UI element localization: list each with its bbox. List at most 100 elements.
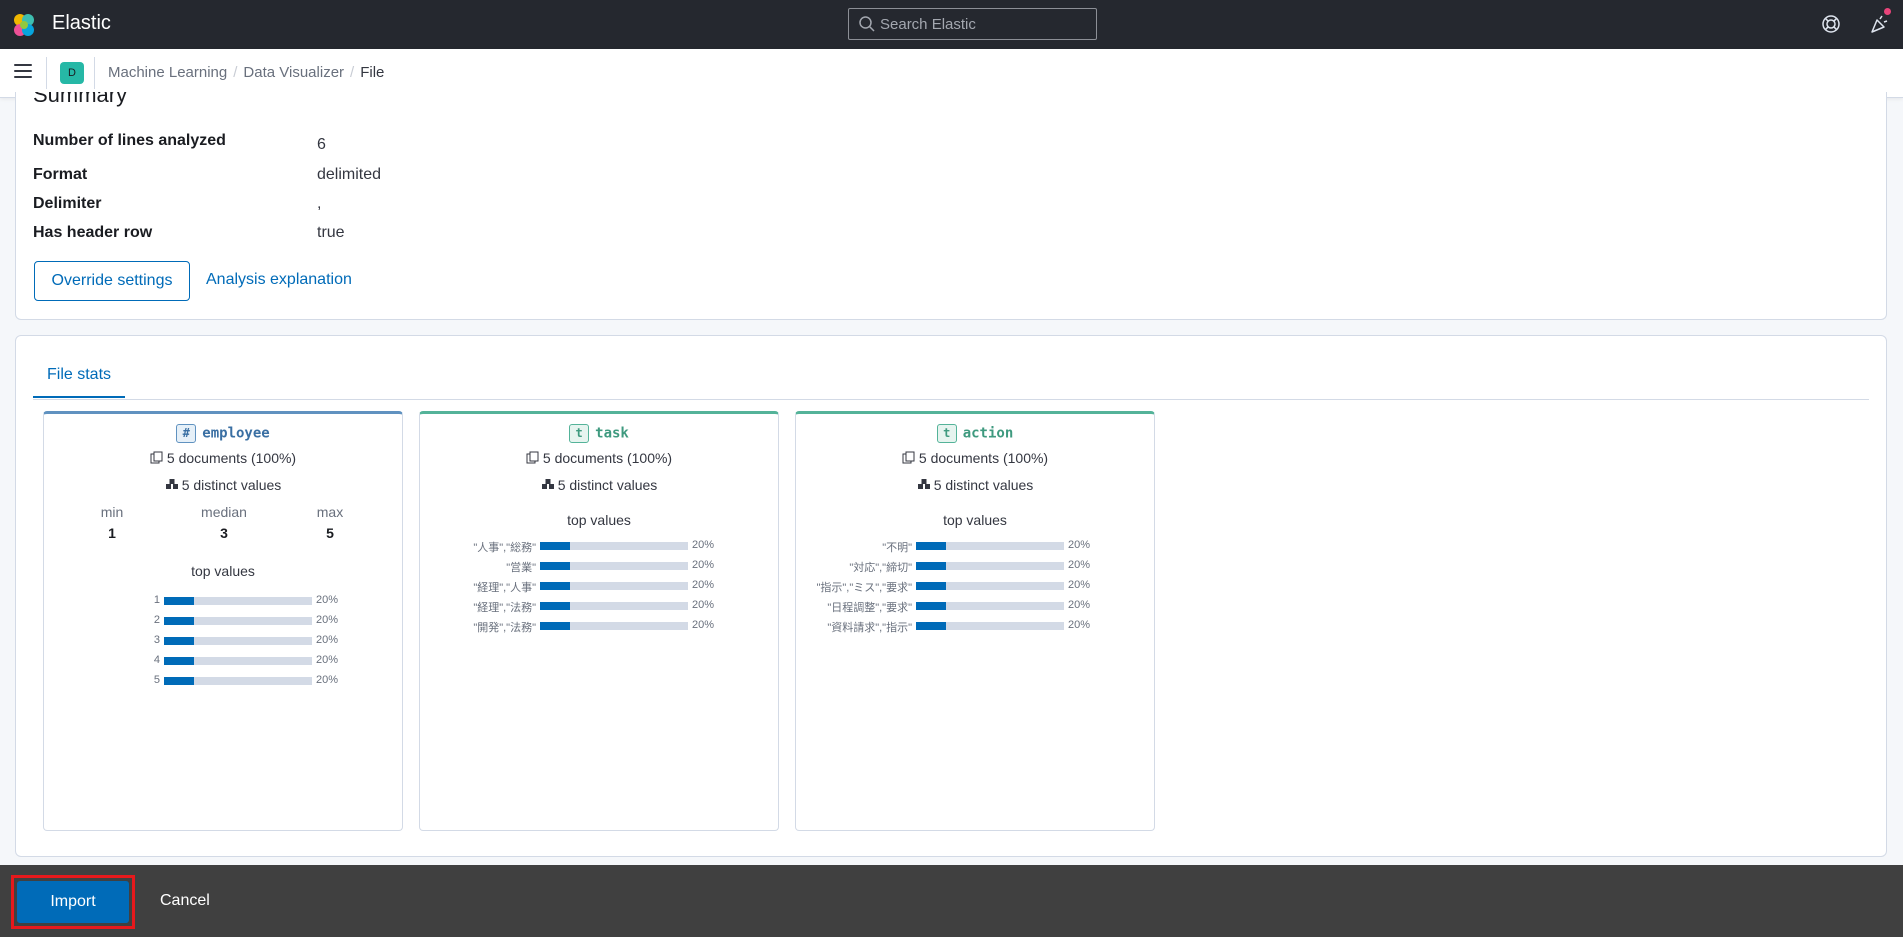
- top-value-label: 4: [153, 654, 160, 666]
- bottom-action-bar: Import Cancel: [0, 865, 1903, 937]
- brand-name[interactable]: Elastic: [52, 12, 111, 34]
- cancel-button[interactable]: Cancel: [160, 892, 210, 909]
- field-name: t action: [796, 424, 1154, 443]
- top-value-bar: [164, 677, 312, 685]
- top-value-label: "対応","締切": [849, 562, 912, 574]
- field-card-task: t task 5 documents (100%) 5 distinct valu…: [419, 411, 779, 831]
- top-value-bar-fill: [916, 542, 946, 550]
- top-value-bar: [916, 562, 1064, 570]
- top-values-title: top values: [943, 512, 1007, 528]
- top-value-row: "開発","法務" 20%: [420, 618, 780, 634]
- top-value-label: "不明": [882, 542, 912, 554]
- top-value-bar: [540, 542, 688, 550]
- top-values-title: top values: [191, 563, 255, 579]
- top-value-percent: 20%: [316, 634, 339, 646]
- stat-min: min 1: [82, 504, 142, 541]
- documents-icon: [902, 451, 915, 464]
- document-count-text: 5 documents (100%): [918, 450, 1049, 466]
- top-value-bar: [540, 602, 688, 610]
- breadcrumb-file: File: [360, 64, 385, 81]
- distinct-values-icon: [917, 479, 930, 489]
- top-value-percent: 20%: [1068, 579, 1091, 591]
- top-value-row: 2 20%: [44, 613, 404, 629]
- top-value-row: "経理","法務" 20%: [420, 598, 780, 614]
- top-value-percent: 20%: [316, 654, 339, 666]
- analysis-explanation-link[interactable]: Analysis explanation: [206, 271, 352, 288]
- search-icon: [859, 16, 875, 32]
- field-name-text: employee: [202, 425, 270, 442]
- top-header: Elastic Search Elastic: [0, 0, 1903, 49]
- override-settings-button[interactable]: Override settings: [34, 261, 190, 301]
- space-avatar[interactable]: D: [60, 62, 84, 84]
- top-value-bar-fill: [540, 542, 570, 550]
- top-value-bar: [916, 542, 1064, 550]
- document-count-text: 5 documents (100%): [542, 450, 673, 466]
- top-value-label: "人事","総務": [473, 542, 536, 554]
- distinct-count-text: 5 distinct values: [557, 477, 658, 493]
- top-value-bar: [540, 562, 688, 570]
- top-value-label: "資料請求","指示": [827, 622, 912, 634]
- stat-label: max: [316, 504, 344, 520]
- top-value-bar: [916, 602, 1064, 610]
- elastic-logo-icon[interactable]: [11, 12, 37, 38]
- top-value-percent: 20%: [692, 559, 715, 571]
- top-value-percent: 20%: [1068, 539, 1091, 551]
- top-value-bar: [916, 582, 1064, 590]
- search-input[interactable]: Search Elastic: [848, 8, 1097, 40]
- stat-value: 3: [220, 525, 228, 541]
- top-value-row: "経理","人事" 20%: [420, 578, 780, 594]
- summary-value: 6: [317, 136, 326, 153]
- top-value-percent: 20%: [316, 674, 339, 686]
- top-value-bar-fill: [164, 677, 194, 685]
- tab-underline: [33, 399, 1869, 400]
- top-value-label: "日程調整","要求": [827, 602, 912, 614]
- distinct-count-text: 5 distinct values: [181, 477, 282, 493]
- top-value-label: 5: [153, 674, 160, 686]
- menu-toggle-icon[interactable]: [14, 64, 32, 80]
- top-value-percent: 20%: [1068, 619, 1091, 631]
- top-value-row: 1 20%: [44, 593, 404, 609]
- help-icon[interactable]: [1820, 13, 1842, 35]
- distinct-count: 5 distinct values: [796, 477, 1154, 493]
- breadcrumb-data-visualizer[interactable]: Data Visualizer: [243, 64, 345, 81]
- highlight-frame: [11, 875, 135, 929]
- top-value-bar-fill: [164, 637, 194, 645]
- field-name-text: task: [595, 425, 629, 442]
- top-value-percent: 20%: [316, 594, 339, 606]
- top-value-bar-fill: [916, 602, 946, 610]
- summary-label: Has header row: [33, 224, 153, 241]
- field-name-text: action: [962, 425, 1014, 442]
- top-value-row: 5 20%: [44, 673, 404, 689]
- distinct-count: 5 distinct values: [420, 477, 778, 493]
- stat-label: median: [201, 504, 247, 520]
- top-value-row: "資料請求","指示" 20%: [796, 618, 1156, 634]
- top-value-bar-fill: [916, 582, 946, 590]
- top-value-bar-fill: [164, 597, 194, 605]
- top-value-row: "不明" 20%: [796, 538, 1156, 554]
- breadcrumb-machine-learning[interactable]: Machine Learning: [108, 64, 228, 81]
- summary-label: Format: [33, 166, 88, 183]
- top-value-bar: [164, 637, 312, 645]
- number-type-icon: #: [176, 424, 197, 443]
- top-value-bar: [164, 657, 312, 665]
- newsfeed-icon[interactable]: [1868, 12, 1892, 36]
- top-value-row: "営業" 20%: [420, 558, 780, 574]
- document-count: 5 documents (100%): [796, 450, 1154, 466]
- document-count: 5 documents (100%): [44, 450, 402, 466]
- top-value-row: "指示","ミス","要求" 20%: [796, 578, 1156, 594]
- field-name: # employee: [44, 424, 402, 443]
- summary-value: ,: [317, 195, 322, 212]
- top-value-row: 4 20%: [44, 653, 404, 669]
- import-button[interactable]: Import: [17, 881, 129, 923]
- top-value-label: "経理","法務": [473, 602, 536, 614]
- summary-title: Summary: [33, 92, 128, 107]
- top-value-bar-fill: [916, 562, 946, 570]
- top-value-percent: 20%: [692, 599, 715, 611]
- field-card-employee: # employee 5 documents (100%) 5 distinct …: [43, 411, 403, 831]
- stat-max: max 5: [300, 504, 360, 541]
- top-value-bar: [916, 622, 1064, 630]
- distinct-count-text: 5 distinct values: [933, 477, 1034, 493]
- tab-file-stats[interactable]: File stats: [33, 366, 126, 398]
- top-value-bar: [164, 597, 312, 605]
- top-value-percent: 20%: [1068, 599, 1091, 611]
